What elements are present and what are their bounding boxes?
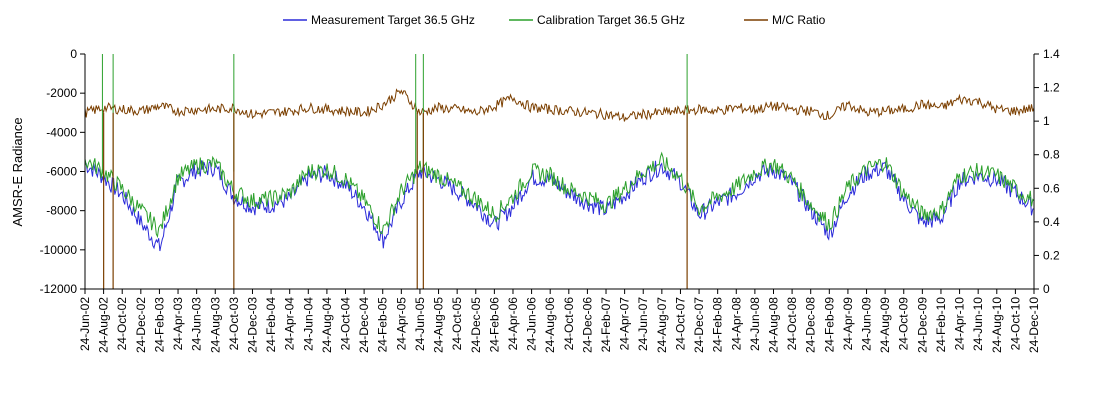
y-tick-label: 0: [70, 47, 77, 61]
x-tick-label: 24-Dec-09: [915, 297, 929, 353]
y2-tick-label: 0.8: [1043, 148, 1060, 162]
x-tick-label: 24-Dec-07: [692, 297, 706, 353]
x-tick-label: 24-Feb-08: [711, 297, 725, 353]
y2-tick-label: 0: [1043, 282, 1050, 296]
y-axis-title: AMSR-E Radiance: [10, 117, 25, 226]
y2-tick-label: 0.6: [1043, 181, 1060, 195]
x-tick-label: 24-Jun-04: [301, 297, 315, 351]
x-tick-label: 24-Apr-10: [953, 297, 967, 351]
x-tick-label: 24-Dec-03: [245, 297, 259, 353]
x-tick-label: 24-Aug-08: [766, 297, 780, 353]
axes: 0 -2000 -4000 -6000 -8000 -10000 -12000 1.4 1.2 1…: [40, 47, 1060, 353]
x-tick-label: 24-Apr-06: [506, 297, 520, 351]
x-tick-label: 24-Aug-10: [990, 297, 1004, 353]
x-tick-label: 24-Jun-08: [748, 297, 762, 351]
y-tick-label: -4000: [46, 125, 77, 139]
x-tick-label: 24-Feb-05: [376, 297, 390, 353]
x-tick-label: 24-Aug-05: [432, 297, 446, 353]
x-tick-label: 24-Dec-10: [1027, 297, 1041, 353]
x-tick-label: 24-Jun-06: [525, 297, 539, 351]
x-tick-label: 24-Jun-09: [860, 297, 874, 351]
y2-tick-label: 1: [1043, 114, 1050, 128]
x-tick-label: 24-Oct-09: [897, 297, 911, 351]
x-tick-label: 24-Aug-04: [320, 297, 334, 353]
x-tick-label: 24-Oct-10: [1008, 297, 1022, 351]
y-tick-label: -10000: [40, 243, 78, 257]
x-tick-label: 24-Dec-02: [134, 297, 148, 353]
x-tick-label: 24-Dec-06: [580, 297, 594, 353]
x-tick-label: 24-Apr-07: [618, 297, 632, 351]
x-tick-label: 24-Apr-08: [729, 297, 743, 351]
x-tick-label: 24-Apr-05: [394, 297, 408, 351]
x-tick-label: 24-Oct-06: [562, 297, 576, 351]
x-tick-label: 24-Jun-07: [636, 297, 650, 351]
y2-tick-label: 0.4: [1043, 215, 1060, 229]
legend-label: Calibration Target 36.5 GHz: [537, 13, 685, 27]
y-tick-label: -8000: [46, 204, 77, 218]
y2-tick-label: 1.2: [1043, 81, 1060, 95]
x-tick-label: 24-Dec-05: [469, 297, 483, 353]
x-tick-label: 24-Oct-02: [115, 297, 129, 351]
x-tick-label: 24-Feb-06: [487, 297, 501, 353]
x-tick-label: 24-Oct-08: [785, 297, 799, 351]
series-line: [84, 88, 1035, 122]
series-line: [84, 151, 1035, 239]
x-tick-label: 24-Feb-04: [264, 297, 278, 353]
x-tick-label: 24-Oct-07: [673, 297, 687, 351]
y2-tick-label: 0.2: [1043, 248, 1060, 262]
x-tick-label: 24-Dec-08: [804, 297, 818, 353]
x-tick-label: 24-Jun-10: [971, 297, 985, 351]
x-tick-label: 24-Aug-02: [97, 297, 111, 353]
legend-label: Measurement Target 36.5 GHz: [311, 13, 475, 27]
legend: Measurement Target 36.5 GHz Calibration T…: [283, 13, 826, 27]
x-tick-label: 24-Dec-04: [357, 297, 371, 353]
x-tick-label: 24-Feb-10: [934, 297, 948, 353]
x-tick-label: 24-Oct-05: [450, 297, 464, 351]
y-tick-label: -2000: [46, 86, 77, 100]
legend-label: M/C Ratio: [772, 13, 826, 27]
x-tick-label: 24-Feb-07: [599, 297, 613, 353]
plot-area: [84, 54, 1035, 289]
x-tick-label: 24-Jun-03: [190, 297, 204, 351]
x-tick-label: 24-Oct-03: [227, 297, 241, 351]
x-tick-label: 24-Apr-04: [283, 297, 297, 351]
x-tick-label: 24-Aug-06: [543, 297, 557, 353]
x-tick-label: 24-Aug-07: [655, 297, 669, 353]
x-tick-label: 24-Jun-05: [413, 297, 427, 351]
x-tick-label: 24-Feb-03: [152, 297, 166, 353]
y-tick-label: -12000: [40, 282, 78, 296]
x-tick-label: 24-Oct-04: [339, 297, 353, 351]
x-tick-label: 24-Apr-09: [841, 297, 855, 351]
y-tick-label: -6000: [46, 165, 77, 179]
x-tick-label: 24-Aug-03: [208, 297, 222, 353]
y2-tick-label: 1.4: [1043, 47, 1060, 61]
x-tick-label: 24-Aug-09: [878, 297, 892, 353]
series-line: [84, 159, 1035, 252]
x-tick-label: 24-Feb-09: [822, 297, 836, 353]
x-tick-label: 24-Jun-02: [78, 297, 92, 351]
x-tick-label: 24-Apr-03: [171, 297, 185, 351]
